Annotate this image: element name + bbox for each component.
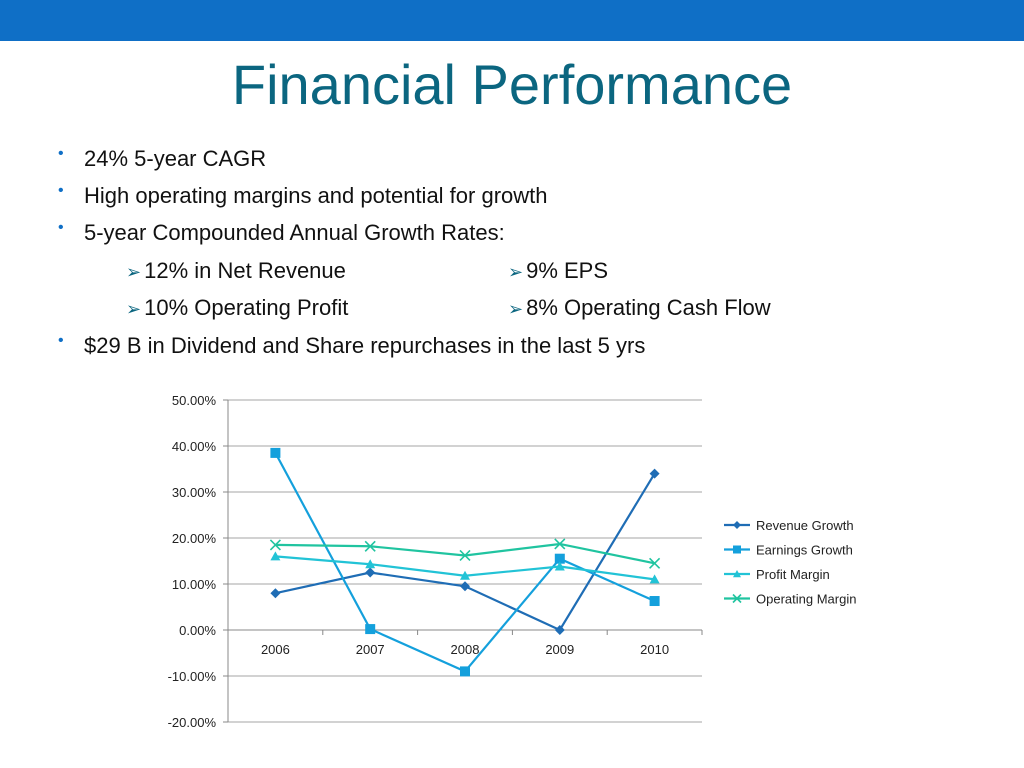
data-point [269,539,281,551]
data-point [460,581,470,592]
legend-swatch-marker [733,545,741,554]
data-point [554,553,565,564]
data-point [554,625,565,635]
data-point [270,588,281,599]
sub-bullet-item: ➢ 9% EPS [508,258,608,284]
top-accent-bar [0,0,1024,41]
data-point [649,574,660,584]
y-tick-label: 10.00% [172,577,217,592]
data-point [365,567,376,578]
bullet-dot-icon: • [58,145,64,162]
legend-label: Revenue Growth [756,518,854,533]
y-tick-label: 50.00% [172,393,217,408]
y-tick-label: 20.00% [172,531,217,546]
bullet-text: High operating margins and potential for… [84,183,548,208]
bullet-text: $29 B in Dividend and Share repurchases … [84,333,646,358]
legend-label: Profit Margin [756,567,830,582]
sub-bullet-text: 8% Operating Cash Flow [526,295,771,320]
slide-title: Financial Performance [231,53,793,116]
data-point [554,538,566,550]
bullet-dot-icon: • [58,332,64,349]
data-point [554,561,565,571]
data-point [270,551,281,561]
x-tick-label: 2009 [545,642,574,657]
bullet-dot-icon: • [58,219,64,236]
sub-bullet-text: 10% Operating Profit [144,295,349,320]
bullet-text: 24% 5-year CAGR [84,146,267,171]
legend-label: Operating Margin [756,592,856,607]
sub-bullet-item: ➢ 8% Operating Cash Flow [508,295,771,321]
x-tick-label: 2010 [640,642,669,657]
y-tick-label: 30.00% [172,485,217,500]
y-tick-label: 0.00% [179,623,216,638]
data-point [459,549,471,562]
y-tick-label: 40.00% [172,439,217,454]
y-tick-label: -20.00% [168,715,217,730]
legend-swatch-marker [733,570,741,578]
arrow-bullet-icon: ➢ [508,262,524,282]
sub-bullet-item: ➢ 12% in Net Revenue [126,258,346,284]
y-tick-label: -10.00% [168,669,217,684]
bullet-dot-icon: • [58,182,64,199]
x-tick-label: 2008 [451,642,480,657]
sub-bullet-item: ➢ 10% Operating Profit [126,295,348,321]
sub-bullet-text: 12% in Net Revenue [144,258,346,283]
data-point [649,596,660,607]
sub-bullet-text: 9% EPS [526,258,609,283]
bullet-text: 5-year Compounded Annual Growth Rates: [84,220,505,245]
x-tick-label: 2006 [261,642,290,657]
data-point [364,540,376,552]
data-point [649,557,661,569]
legend-label: Earnings Growth [756,543,853,558]
data-point [460,570,470,580]
data-point [270,447,281,458]
arrow-bullet-icon: ➢ [508,299,524,319]
arrow-bullet-icon: ➢ [126,262,142,282]
legend-swatch-marker [733,521,741,529]
data-point [460,666,470,677]
data-point [365,559,376,569]
legend-swatch-marker [732,593,742,604]
x-tick-label: 2007 [356,642,385,657]
data-point [365,624,376,635]
arrow-bullet-icon: ➢ [126,299,142,319]
data-point [649,468,660,479]
